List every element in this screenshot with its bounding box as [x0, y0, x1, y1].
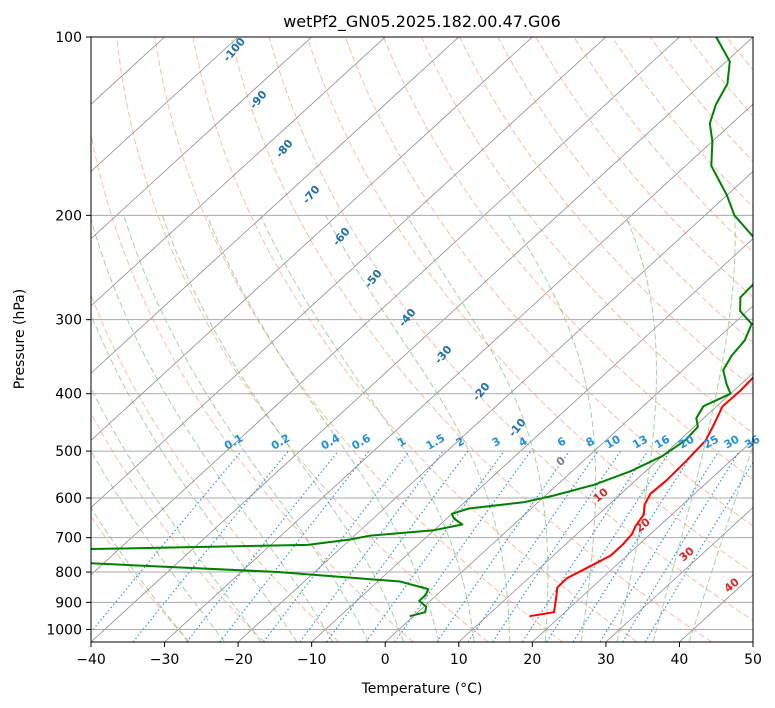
dry-adiabat: [535, 37, 753, 298]
mixing-ratio-line: [365, 450, 505, 642]
isotherm: [384, 305, 753, 642]
dry-adiabat: [192, 37, 638, 642]
moist-adiabat: [652, 215, 736, 642]
moist-adiabat: [91, 450, 225, 642]
isotherm: [237, 170, 753, 642]
x-tick-label: −40: [76, 652, 106, 668]
y-tick-label: 300: [55, 313, 82, 329]
x-tick-label: 10: [450, 652, 468, 668]
isotherm: [91, 37, 386, 307]
moist-adiabat: [688, 444, 753, 642]
mixing-ratio-line: [467, 450, 599, 642]
profile-lines: [91, 37, 753, 618]
mixing-ratio-line: [299, 450, 444, 642]
moist-adiabat: [123, 215, 369, 642]
mixing-ratio-line: [622, 450, 740, 642]
moist-adiabat: [616, 215, 657, 642]
x-tick-label: 20: [523, 652, 541, 668]
dry-adiabat: [268, 37, 753, 622]
dry-adiabat: [91, 293, 340, 642]
mixing-ratio-line: [326, 450, 469, 642]
mixing-ratio-line: [492, 450, 622, 642]
dry-adiabat: [91, 412, 265, 642]
dry-adiabat: [497, 37, 753, 344]
dry-adiabat: [306, 37, 753, 574]
isotherm: [91, 37, 680, 576]
dry-adiabat: [421, 37, 753, 435]
mixing-ratio-line: [394, 450, 532, 642]
x-axis-ticks: −40 −30 −20 −10 0 10 20 30 40 50: [76, 642, 762, 668]
mixing-ratio-line: [522, 450, 649, 642]
moist-adiabat: [161, 215, 405, 642]
y-tick-label: 700: [55, 531, 82, 547]
x-axis-label: Temperature (°C): [361, 681, 483, 697]
moist-adiabat: [206, 215, 440, 642]
isotherm: [91, 37, 312, 240]
y-axis-label: Pressure (hPa): [12, 289, 28, 389]
y-tick-label: 200: [55, 208, 82, 224]
mixing-ratio-lines: [91, 450, 753, 642]
y-tick-label: 500: [55, 444, 82, 460]
isotherm: [164, 103, 753, 642]
dry-adiabat: [649, 37, 753, 163]
y-tick-label: 800: [55, 565, 82, 581]
dry-adiabat: [116, 37, 489, 642]
x-tick-label: −10: [297, 652, 327, 668]
moist-adiabat: [259, 215, 475, 642]
dewpoint-line: [91, 37, 753, 618]
dry-adiabat: [91, 131, 414, 642]
x-tick-label: 30: [597, 652, 615, 668]
mixing-ratio-line: [91, 450, 242, 633]
mixing-ratio-line: [132, 450, 289, 642]
moist-adiabat: [91, 387, 262, 642]
y-axis-ticks: 1000 900 800 700 600 500 400 300 200 100: [46, 30, 91, 638]
moist-adiabat: [507, 215, 597, 642]
moist-adiabat: [325, 215, 511, 642]
x-tick-label: 0: [381, 652, 390, 668]
moist-adiabat: [91, 217, 334, 642]
mixing-ratio-line: [436, 450, 570, 642]
dry-adiabat: [611, 37, 753, 208]
chart-title: wetPf2_GN05.2025.182.00.47.G06: [283, 12, 561, 32]
isotherm: [91, 37, 460, 374]
x-tick-label: −30: [150, 652, 180, 668]
dry-adiabat: [383, 37, 753, 481]
x-tick-label: 50: [744, 652, 762, 668]
isotherm: [532, 439, 753, 642]
temperature-line: [529, 376, 753, 618]
mixing-ratio-line: [263, 450, 410, 642]
isotherm: [605, 507, 753, 642]
isotherm: [91, 37, 753, 642]
x-tick-label: 40: [671, 652, 689, 668]
mixing-ratio-line: [599, 450, 720, 642]
mixing-ratio-line: [572, 450, 695, 642]
y-tick-label: 900: [55, 595, 82, 611]
isotherm: [91, 37, 239, 172]
dry-adiabat: [230, 37, 713, 642]
moist-adiabat: [406, 215, 549, 642]
isotherm: [311, 238, 753, 642]
plot-frame: [90, 36, 754, 643]
moist-adiabat: [91, 313, 298, 642]
y-tick-label: 600: [55, 491, 82, 507]
dry-adiabat: [91, 515, 191, 642]
y-tick-label: 400: [55, 387, 82, 403]
dry-adiabat: [154, 37, 563, 642]
isotherm: [458, 372, 753, 642]
mixing-ratio-line: [186, 450, 339, 642]
isotherm: [91, 37, 607, 509]
y-tick-label: 100: [55, 30, 82, 46]
y-tick-label: 1000: [46, 622, 82, 638]
x-tick-label: −20: [223, 652, 253, 668]
isotherm: [91, 37, 533, 441]
